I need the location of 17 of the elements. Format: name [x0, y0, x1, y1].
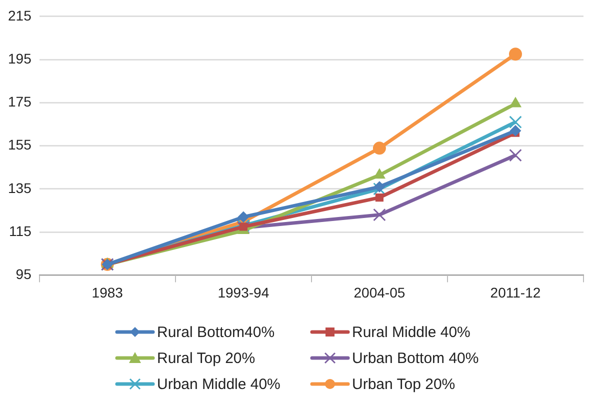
legend-label: Urban Top 20%: [352, 376, 456, 392]
y-tick-label: 195: [8, 50, 32, 66]
x-tick-label: 1983: [92, 284, 124, 300]
legend-label: Rural Bottom40%: [157, 324, 275, 340]
y-tick-label: 155: [8, 136, 32, 153]
legend-label: Rural Top 20%: [157, 350, 256, 366]
x-tick-label: 2011-12: [490, 284, 541, 300]
y-tick-label: 175: [8, 94, 32, 110]
legend-label: Rural Middle 40%: [352, 324, 470, 340]
y-tick-label: 95: [16, 266, 32, 282]
legend-label: Urban Bottom 40%: [352, 350, 479, 366]
x-tick-label: 2004-05: [354, 284, 406, 300]
x-tick-label: 1993-94: [218, 284, 270, 300]
legend-label: Urban Middle 40%: [157, 376, 280, 392]
y-tick-label: 115: [9, 222, 32, 239]
y-tick-label: 215: [8, 7, 32, 24]
y-tick-label: 135: [8, 180, 32, 196]
